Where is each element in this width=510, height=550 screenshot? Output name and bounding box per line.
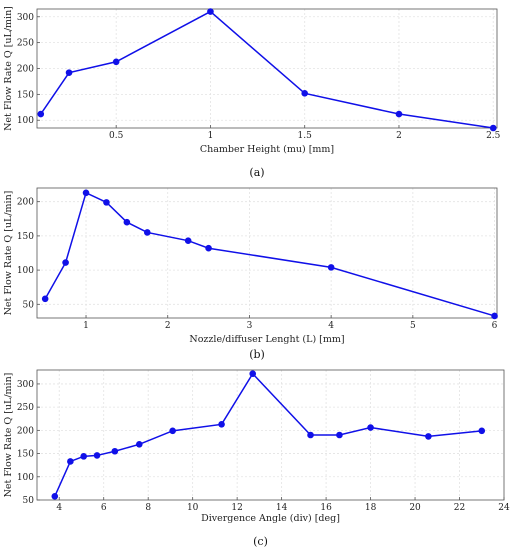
data-point [103,199,110,206]
plot-area [37,188,497,318]
x-tick-label: 1 [208,131,214,141]
data-point [111,447,119,455]
data-point [218,421,225,428]
y-tick-label: 50 [23,300,35,310]
plot-frame [36,187,498,319]
x-axis-label: Nozzle/diffuser Lenght (L) [mm] [189,334,344,345]
data-point [301,90,309,97]
y-tick-label: 100 [17,116,34,126]
x-tick-label: 1.5 [298,131,313,141]
data-point [205,244,212,252]
chart-caption: (c) [253,535,268,548]
data-point [67,458,74,465]
x-tick-label: 2 [165,321,171,331]
x-tick-label: 12 [231,503,242,513]
data-point [336,431,343,439]
data-point [37,110,45,118]
x-tick-label: 22 [454,503,465,513]
y-tick-label: 300 [17,380,34,390]
x-tick-label: 6 [492,321,498,331]
data-point [62,259,69,266]
data-point [135,440,143,448]
data-point [41,295,49,303]
x-tick-label: 2.5 [486,131,501,141]
y-axis-label: Net Flow Rate Q [uL/min] [3,6,14,131]
y-tick-label: 250 [17,403,34,413]
data-point [184,237,192,244]
x-tick-label: 3 [247,321,253,331]
data-point [327,264,335,271]
data-point [367,424,374,431]
y-tick-label: 300 [17,13,34,23]
x-tick-label: 6 [101,503,107,513]
y-tick-label: 150 [17,90,34,100]
x-tick-label: 1 [83,321,89,331]
chart-caption: (a) [249,166,264,179]
data-point [112,58,120,66]
data-point [93,452,101,459]
x-tick-label: 18 [365,503,377,513]
data-point [307,431,314,439]
y-tick-label: 100 [17,266,34,276]
x-tick-label: 14 [276,503,288,513]
data-point [51,492,59,500]
data-point [65,69,73,76]
data-point [82,189,90,197]
x-tick-label: 5 [410,321,416,331]
y-tick-label: 150 [17,232,34,242]
chart-a: 0.5 1 1.5 2 2.5 100 150 200 250 300 Chamber Height… [3,6,501,179]
y-tick-label: 250 [17,39,34,49]
data-point [491,312,498,320]
x-tick-label: 24 [498,503,510,513]
data-point [489,124,497,132]
y-tick-label: 100 [17,473,34,483]
x-tick-label: 4 [328,321,334,331]
chart-c: 4 6 8 10 12 14 16 18 20 22 24 50 100 150 200 250 300 Dive… [3,369,510,548]
data-point [425,433,432,440]
y-tick-label: 200 [17,65,34,75]
data-point [169,427,176,435]
y-tick-label: 200 [17,198,34,208]
x-tick-label: 4 [56,503,62,513]
x-tick-label: 2 [396,131,402,141]
x-axis-label: Divergence Angle (div) [deg] [201,513,340,524]
x-axis-label: Chamber Height (mu) [mm] [200,144,334,155]
y-axis-label: Net Flow Rate Q [uL/min] [3,191,14,316]
plot-area [37,370,504,500]
y-tick-label: 200 [17,426,34,436]
x-tick-label: 16 [320,503,332,513]
x-tick-label: 0.5 [109,131,124,141]
data-point [80,453,87,460]
data-point [395,110,403,118]
x-tick-label: 20 [409,503,421,513]
plot-frame [36,369,505,501]
chart-b: 1 2 3 4 5 6 50 100 150 200 Nozzle/diffuser Lenght … [3,187,498,361]
y-tick-label: 150 [17,450,34,460]
data-point [478,427,486,435]
data-point [207,8,214,15]
x-tick-label: 8 [145,503,151,513]
data-point [144,229,151,236]
data-point [123,218,131,226]
series-line [44,191,495,317]
data-point [249,370,257,378]
chart-caption: (b) [249,348,265,361]
y-tick-label: 50 [23,496,35,506]
x-tick-label: 10 [187,503,199,513]
y-axis-label: Net Flow Rate Q [uL/min] [3,373,14,498]
